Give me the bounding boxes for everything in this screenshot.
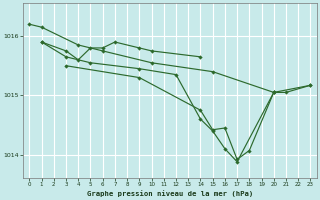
X-axis label: Graphe pression niveau de la mer (hPa): Graphe pression niveau de la mer (hPa) xyxy=(87,190,253,197)
